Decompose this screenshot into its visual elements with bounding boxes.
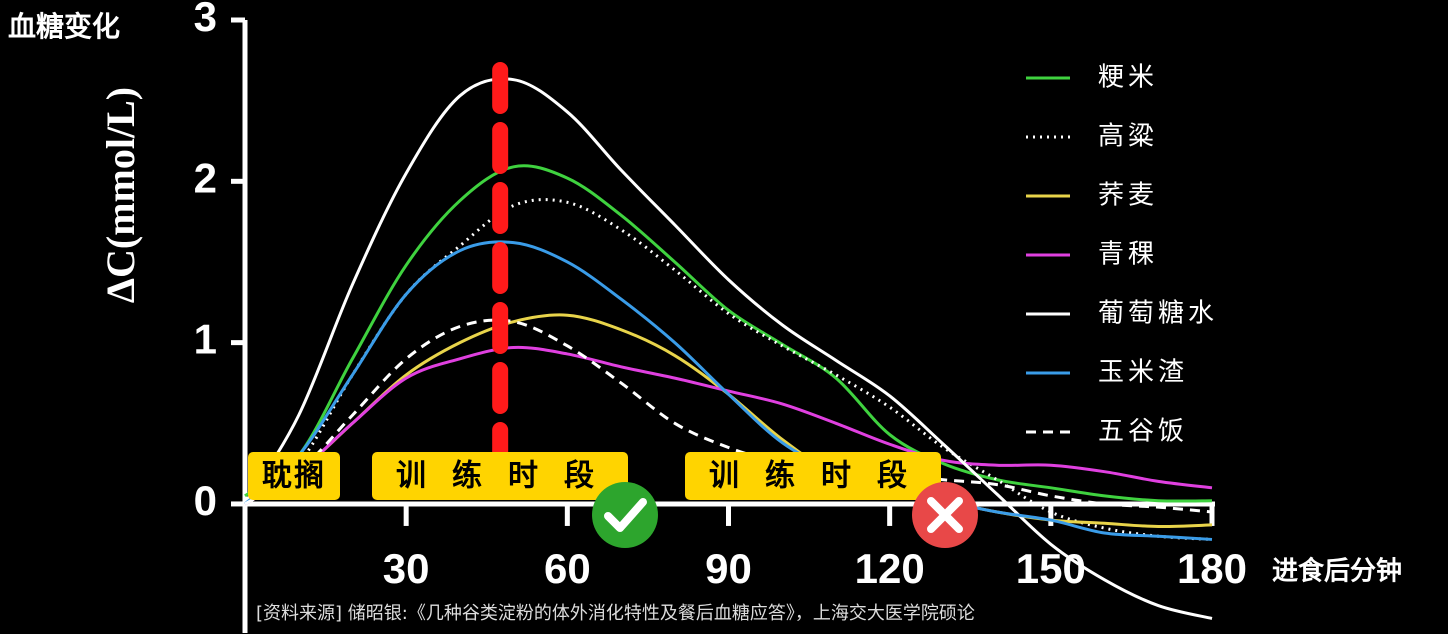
x-tick-label: 120 [855,545,925,592]
legend-label: 葡萄糖水 [1098,299,1218,329]
data-line [244,318,1213,514]
legend-label: 高粱 [1098,122,1158,152]
annotation: 训练时段 [709,459,933,494]
data-line [244,164,1213,503]
annotation-box [248,452,340,500]
annotation-box [372,452,628,500]
x-tick-label: 60 [544,545,591,592]
y-axis-label: ΔC(mmol/L) [98,87,143,303]
annotation: 耽搁 [262,459,326,494]
legend-label: 荞麦 [1098,181,1158,211]
x-axis-label: 进食后分钟 [1272,556,1402,587]
annotation-box [685,452,941,500]
x-tick-label: 90 [705,545,752,592]
x-tick-label: 180 [1177,545,1247,592]
annotation: 训练时段 [396,459,620,494]
y-tick-label: 2 [194,154,217,201]
check-icon [592,482,658,548]
data-line [243,77,1213,620]
legend-label: 粳米 [1098,63,1158,93]
y-tick-label: 0 [194,477,217,524]
source-note: [资料来源] 储昭银:《几种谷类淀粉的体外消化特性及餐后血糖应答》，上海交大医学… [256,603,975,624]
y-tick-label: 1 [194,316,217,363]
y-tick-label: 3 [194,0,217,40]
legend-label: 玉米渣 [1098,358,1188,388]
x-tick-label: 150 [1016,545,1086,592]
cross-icon [912,482,978,548]
data-line [244,345,1213,506]
legend-label: 五谷饭 [1098,417,1188,447]
chart-title: 血糖变化 [8,10,120,43]
x-tick-label: 30 [383,545,430,592]
annotation-boxes: 耽搁 训练时段 训练时段 [248,452,941,500]
legend-label: 青稞 [1098,240,1158,270]
data-line [243,240,1213,541]
